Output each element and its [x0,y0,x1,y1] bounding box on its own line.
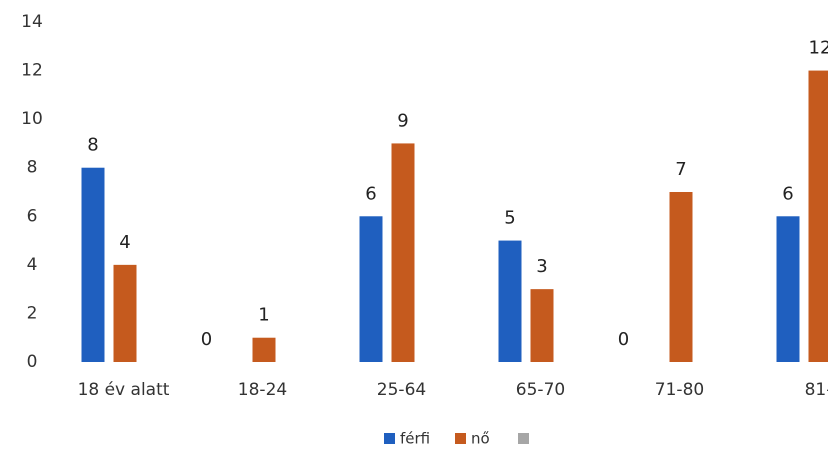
legend-swatch [455,433,466,444]
bar [391,143,415,362]
data-label: 12 [809,38,828,59]
y-tick-label: 14 [21,12,43,32]
y-tick-label: 8 [27,158,38,178]
y-tick-label: 0 [27,352,38,372]
y-tick-label: 6 [27,206,38,226]
x-tick-label: 81- [805,380,828,400]
x-tick-label: 18-24 [238,380,287,400]
data-label: 6 [782,183,793,204]
legend-swatch [384,433,395,444]
x-tick-label: 71-80 [655,380,704,400]
y-tick-label: 12 [21,61,43,81]
bar [359,216,383,362]
bar [776,216,800,362]
data-label: 1 [258,305,269,326]
x-tick-label: 18 év alatt [78,380,170,400]
y-tick-label: 4 [27,255,38,275]
bar [81,167,105,362]
bar [113,264,137,362]
data-label: 0 [618,329,629,350]
data-label: 7 [675,159,686,180]
y-tick-label: 2 [27,303,38,323]
data-label: 4 [119,232,130,253]
data-label: 3 [536,256,547,277]
bar [252,337,276,362]
data-label: 5 [504,208,515,229]
bar [530,289,554,362]
legend-label: férfi [400,430,430,448]
data-label: 0 [201,329,212,350]
x-tick-label: 65-70 [516,380,565,400]
legend-label: nő [471,430,490,448]
data-label: 8 [87,135,98,156]
bar [669,192,693,362]
legend-swatch [518,433,529,444]
bar [498,240,522,362]
data-label: 6 [365,183,376,204]
y-tick-label: 10 [21,109,43,129]
x-tick-label: 25-64 [377,380,426,400]
bar [808,70,828,363]
data-label: 9 [397,110,408,131]
